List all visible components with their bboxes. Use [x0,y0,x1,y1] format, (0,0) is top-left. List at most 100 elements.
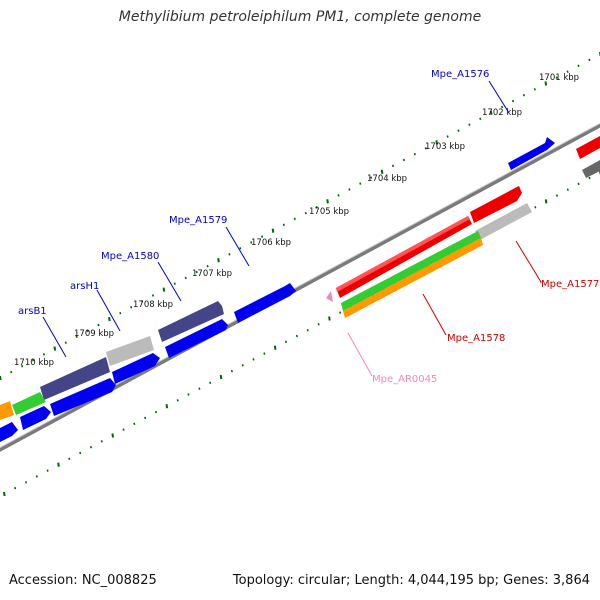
label-mpe-a1580[interactable]: Mpe_A1580 [101,251,159,262]
outer-tick [195,270,198,274]
outer-tick [511,99,515,103]
inner-tick [284,340,288,344]
inner-tick [154,410,158,414]
outer-tick [75,335,78,339]
inner-tick [566,188,569,191]
inner-tick [306,328,309,332]
accession-text: Accession: NC_008825 [9,573,157,588]
tick-label-1705: 1705 kbp [309,207,349,217]
callout-mpe-ar0045 [347,332,373,377]
outer-tick [424,147,427,150]
outer-tick [479,117,482,121]
gene-blue-lower-arsb1[interactable] [50,378,116,416]
label-mpe-a1579[interactable]: Mpe_A1579 [169,215,227,226]
outer-tick [162,287,166,292]
outer-tick [402,158,405,162]
inner-tick [198,387,201,390]
tick-label-1706: 1706 kbp [251,238,291,248]
inner-tick [534,206,537,209]
outer-tick [250,241,253,244]
inner-tick [57,462,60,467]
inner-tick [133,422,136,426]
outer-tick [588,58,591,62]
inner-tick [295,334,298,338]
tick-label-1708: 1708 kbp [133,300,173,310]
inner-tick [187,393,190,396]
inner-tick [3,491,6,497]
outer-tick [577,64,580,68]
gene-arsh1[interactable] [106,336,154,366]
inner-tick [544,199,548,204]
outer-tick [141,300,144,303]
rrna-green[interactable] [341,231,481,311]
outer-tick [489,110,493,116]
outer-tick [380,169,384,174]
outer-tick [391,164,395,168]
outer-tick [86,329,89,333]
gene-mpe-a1577-red-top[interactable] [336,216,470,292]
gene-left-blue-2[interactable] [0,422,18,442]
gene-right-edge-red[interactable] [576,136,600,159]
outer-tick [261,235,264,238]
callout-mpe-a1577 [515,240,542,283]
callout-arsb1 [42,316,67,358]
gene-left-green[interactable] [12,392,46,415]
inner-tick [46,469,49,472]
trna-mpe-ar0045[interactable] [326,291,333,302]
label-arsb1[interactable]: arsB1 [18,306,47,317]
tick-label-1703: 1703 kbp [425,142,465,152]
callout-mpe-a1579 [225,226,250,267]
outer-tick [413,152,416,156]
inner-tick [219,374,223,380]
outer-tick [435,140,438,145]
gene-left-blue-1[interactable] [20,406,51,430]
outer-tick [457,129,460,132]
outer-tick [315,205,318,209]
inner-tick [176,399,179,402]
gene-mpe-a1579[interactable] [234,283,296,323]
map-title: Methylibium petroleiphilum PM1, complete… [118,9,482,25]
outer-tick [522,93,525,97]
outer-tick [0,375,2,381]
outer-tick-ring [0,52,600,381]
inner-tick [79,451,82,455]
gene-blue-lower-arsh1[interactable] [112,353,160,384]
gene-blue-lower-1580[interactable] [165,319,228,358]
label-mpe-ar0045[interactable]: Mpe_AR0045 [372,374,437,385]
rrna-orange[interactable] [343,238,483,318]
callout-mpe-a1576 [488,80,510,114]
gene-mpe-a1580[interactable] [158,301,224,342]
inner-tick [339,311,342,314]
inner-tick [588,176,591,180]
label-mpe-a1576[interactable]: Mpe_A1576 [431,69,489,80]
callout-mpe-a1578 [422,293,447,336]
gene-red-right[interactable] [470,186,522,223]
inner-tick [24,481,28,484]
callout-mpe-a1580 [157,261,182,302]
gene-mpe-a1576[interactable] [508,137,555,170]
label-arsh1[interactable]: arsH1 [70,281,99,292]
outer-tick [359,182,362,185]
outer-tick [97,323,100,327]
outer-tick [370,176,373,179]
label-mpe-a1577[interactable]: Mpe_A1577 [541,279,599,290]
outer-tick [206,264,209,268]
outer-tick [21,364,24,368]
inner-tick [14,486,17,490]
gene-gray-right[interactable] [475,203,532,240]
outer-tick [282,223,285,227]
outer-tick [130,306,133,309]
outer-tick [31,359,35,362]
tick-label-1710: 1710 kbp [14,358,54,368]
outer-tick [239,247,242,250]
gene-left-orange[interactable] [0,401,14,420]
inner-tick [122,428,125,431]
outer-tick [446,135,449,138]
outer-tick [555,76,558,79]
inner-tick [100,440,103,443]
gene-right-edge-gray[interactable] [582,160,600,178]
gene-arsb1[interactable] [40,357,110,400]
outer-tick [119,311,122,315]
label-mpe-a1578[interactable]: Mpe_A1578 [447,333,505,344]
